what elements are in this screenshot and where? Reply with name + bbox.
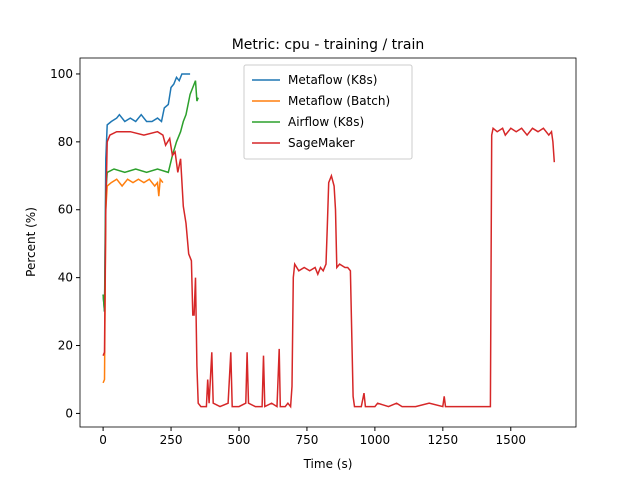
y-tick-label: 40 <box>58 271 73 285</box>
series-line <box>102 126 556 409</box>
y-tick-label: 60 <box>58 203 73 217</box>
x-tick-label: 1000 <box>360 433 391 447</box>
legend-label: Metaflow (K8s) <box>288 73 377 87</box>
series-line <box>102 80 199 312</box>
y-tick-label: 100 <box>50 67 73 81</box>
x-axis-label: Time (s) <box>303 457 353 471</box>
legend-box <box>243 64 413 160</box>
x-tick-label: 500 <box>228 433 251 447</box>
x-tick-label: 0 <box>99 433 107 447</box>
legend-label: SageMaker <box>288 136 355 150</box>
y-tick-label: 80 <box>58 135 73 149</box>
axes-frame <box>79 57 577 428</box>
chart-title: Metric: cpu - training / train <box>232 37 425 53</box>
y-tick-label: 0 <box>65 406 73 420</box>
legend-label: Metaflow (Batch) <box>288 94 390 108</box>
x-tick-label: 750 <box>295 433 318 447</box>
x-tick-label: 250 <box>160 433 183 447</box>
x-tick-label: 1500 <box>495 433 526 447</box>
legend-label: Airflow (K8s) <box>288 115 364 129</box>
x-tick-label: 1250 <box>428 433 459 447</box>
y-axis-label: Percent (%) <box>24 207 38 277</box>
y-tick-label: 20 <box>58 339 73 353</box>
series-line <box>102 73 191 312</box>
